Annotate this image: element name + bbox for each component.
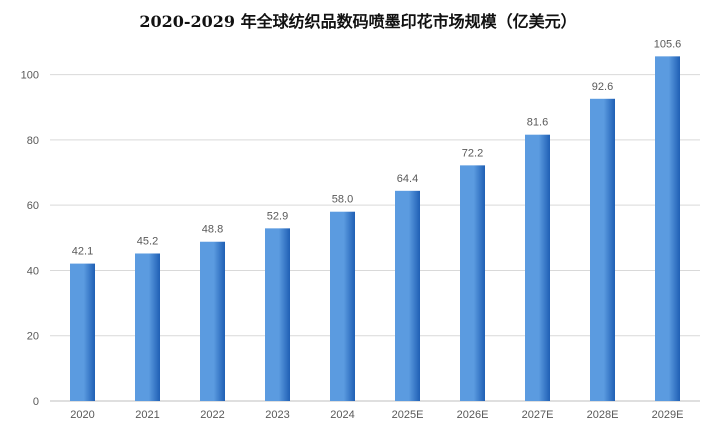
- x-tick-label: 2021: [135, 409, 159, 421]
- x-tick-label: 2025E: [392, 409, 424, 421]
- data-label: 72.2: [462, 147, 483, 159]
- x-tick-label: 2028E: [587, 409, 619, 421]
- y-tick-label: 20: [27, 331, 39, 343]
- x-tick-label: 2029E: [652, 409, 684, 421]
- bar: [70, 263, 95, 401]
- bar: [655, 56, 680, 402]
- data-labels: 42.1 45.2 48.8 52.9 58.0 64.4 72.2 81.6 92.6 105.…: [72, 38, 681, 257]
- data-label: 45.2: [137, 235, 158, 247]
- x-tick-label: 2022: [200, 409, 224, 421]
- y-tick-label: 100: [21, 70, 39, 82]
- bar: [460, 165, 485, 401]
- x-tick-label: 2023: [265, 409, 289, 421]
- data-label: 42.1: [72, 246, 93, 258]
- x-tick-label: 2026E: [457, 409, 489, 421]
- y-tick-label: 80: [27, 135, 39, 147]
- data-label: 92.6: [592, 81, 613, 93]
- data-label: 81.6: [527, 117, 548, 129]
- bar: [590, 98, 615, 402]
- data-label: 58.0: [332, 194, 353, 206]
- data-label: 105.6: [654, 38, 682, 50]
- y-tick-label: 40: [27, 265, 39, 277]
- chart-title: 2020-2029 年全球纺织品数码喷墨印花市场规模（亿美元）: [139, 12, 577, 31]
- bar: [265, 228, 290, 401]
- bar: [135, 253, 160, 401]
- bar: [525, 134, 550, 402]
- bars: [70, 56, 680, 402]
- data-label: 48.8: [202, 224, 223, 236]
- y-tick-label: 60: [27, 200, 39, 212]
- y-tick-label: 0: [33, 396, 39, 408]
- x-tick-label: 2027E: [522, 409, 554, 421]
- x-tick-label: 2024: [330, 409, 354, 421]
- data-label: 52.9: [267, 210, 288, 222]
- x-tick-label: 2020: [70, 409, 94, 421]
- data-label: 64.4: [397, 173, 418, 185]
- bar: [330, 211, 355, 401]
- bar: [395, 190, 420, 401]
- axes: 0 20 40 60 80 100 2020 2021 2022 2023 2024 2025E 202…: [21, 70, 700, 421]
- bar: [200, 241, 225, 401]
